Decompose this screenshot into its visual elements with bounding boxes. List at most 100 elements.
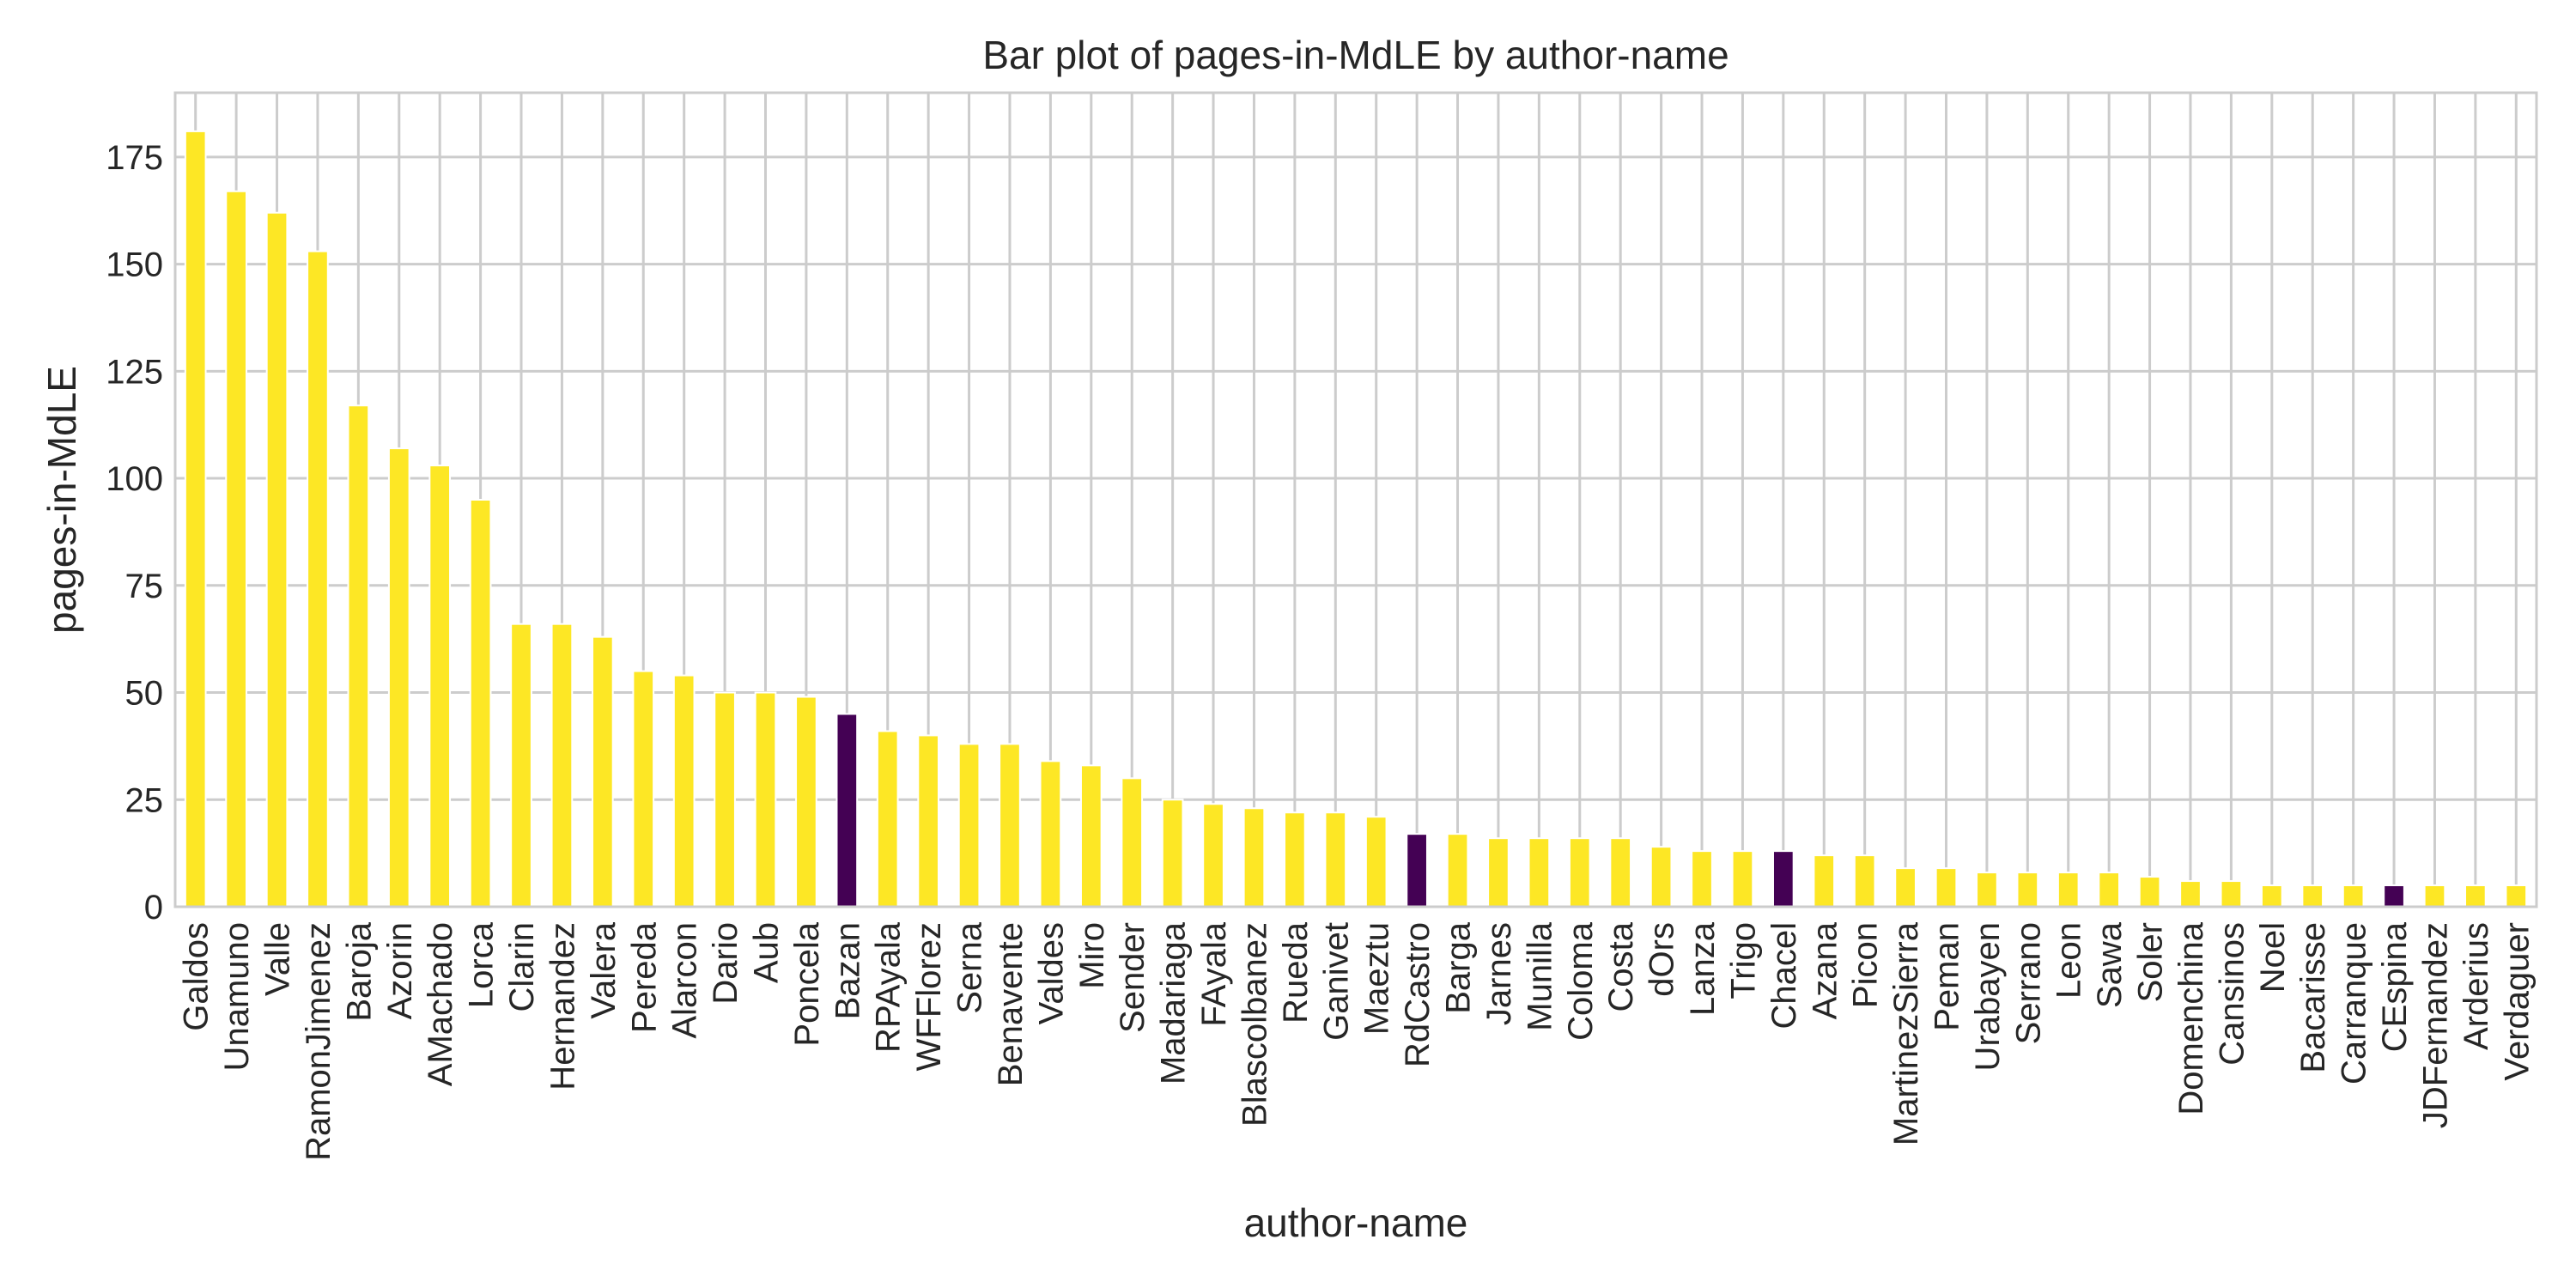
bar-Carranque <box>2342 884 2365 908</box>
y-tick-label: 75 <box>125 568 164 605</box>
x-tick-label: Noel <box>2254 922 2292 993</box>
bar-Serna <box>957 743 981 908</box>
bar-Lanza <box>1691 850 1713 908</box>
y-tick-label: 0 <box>144 889 163 927</box>
x-tick-label: Bacarisse <box>2294 922 2332 1073</box>
bar-Leon <box>2057 872 2080 908</box>
bar-Pereda <box>632 670 655 908</box>
bar-Sawa <box>2098 872 2121 908</box>
x-tick-label: Sawa <box>2091 921 2129 1008</box>
bar-WFFlorez <box>917 734 940 908</box>
bar-AMachado <box>428 465 452 908</box>
bar-Madariaga <box>1161 799 1184 908</box>
bar-Clarin <box>510 623 532 908</box>
y-tick-label: 50 <box>125 675 164 713</box>
chart-title: Bar plot of pages-in-MdLE by author-name <box>982 33 1728 77</box>
x-tick-label: Munilla <box>1521 921 1558 1030</box>
x-tick-label: Coloma <box>1562 921 1600 1041</box>
x-tick-label: Bazan <box>829 922 866 1019</box>
bar-dOrs <box>1649 846 1673 908</box>
x-tick-label: Hernandez <box>544 922 581 1091</box>
x-tick-label: Unamuno <box>218 922 256 1071</box>
bar-Ganivet <box>1324 811 1347 908</box>
y-axis-label: pages-in-MdLE <box>39 366 84 634</box>
x-tick-label: RdCastro <box>1399 922 1437 1067</box>
bar-Unamuno <box>225 190 247 908</box>
x-tick-label: RPAyala <box>870 921 908 1053</box>
x-tick-label: WFFlorez <box>910 922 948 1071</box>
x-tick-label: Baroja <box>340 921 378 1021</box>
x-tick-label: Blascolbanez <box>1236 922 1273 1127</box>
bar-Picon <box>1853 854 1876 908</box>
bar-Serrano <box>2016 872 2039 908</box>
bar-Valera <box>591 635 614 908</box>
x-tick-label: Pereda <box>625 921 663 1033</box>
x-tick-label: Barga <box>1440 921 1478 1013</box>
x-axis-label: author-name <box>1244 1200 1468 1245</box>
x-axis-ticks: Galdos Unamuno Valle RamonJimenez Baroja Azor… <box>178 921 2537 1161</box>
bar-Aub <box>754 691 777 908</box>
bar-Munilla <box>1528 837 1551 908</box>
x-tick-label: Ganivet <box>1317 922 1355 1041</box>
x-tick-label: Valdes <box>1032 922 1070 1024</box>
y-tick-label: 100 <box>106 460 163 498</box>
bar-Valle <box>265 211 289 908</box>
bar-Poncela <box>795 696 817 908</box>
x-tick-label: Galdos <box>178 922 216 1031</box>
y-tick-label: 25 <box>125 781 164 819</box>
x-tick-label: Serrano <box>2009 922 2047 1044</box>
x-tick-label: Sender <box>1114 922 1151 1033</box>
x-tick-label: Benavente <box>992 922 1030 1086</box>
x-tick-label: MartinezSierra <box>1887 921 1925 1145</box>
bar-Arderius <box>2464 884 2487 908</box>
x-tick-label: Trigo <box>1724 922 1762 999</box>
x-tick-label: Costa <box>1602 921 1640 1012</box>
bar-Verdaguer <box>2505 884 2528 908</box>
x-tick-label: Lorca <box>463 921 501 1008</box>
x-tick-label: Poncela <box>788 921 826 1046</box>
bar-Hernandez <box>550 623 574 908</box>
bar-RamonJimenez <box>307 250 329 908</box>
x-tick-label: Madariaga <box>1155 921 1193 1084</box>
bar-Costa <box>1609 837 1632 908</box>
bar-Coloma <box>1568 837 1591 908</box>
x-tick-label: JDFernandez <box>2416 922 2454 1128</box>
bar-Lorca <box>469 499 492 908</box>
x-tick-label: Maeztu <box>1358 922 1396 1035</box>
x-tick-label: Lanza <box>1684 921 1722 1016</box>
bar-Benavente <box>999 743 1021 908</box>
bar-Peman <box>1935 867 1958 908</box>
x-tick-label: Chacel <box>1765 922 1803 1030</box>
x-tick-label: Soler <box>2132 922 2170 1002</box>
x-tick-label: AMachado <box>422 922 459 1086</box>
x-tick-label: RamonJimenez <box>300 922 337 1161</box>
x-tick-label: CEspina <box>2376 921 2414 1052</box>
x-tick-label: Verdaguer <box>2498 922 2536 1081</box>
bar-Noel <box>2260 884 2283 908</box>
x-tick-label: Picon <box>1847 922 1885 1008</box>
x-tick-label: Cansinos <box>2213 922 2251 1066</box>
y-tick-label: 175 <box>106 139 163 177</box>
x-tick-label: Jarnes <box>1480 922 1518 1025</box>
x-tick-label: Miro <box>1073 922 1111 989</box>
bar-Azana <box>1813 854 1836 908</box>
y-axis-ticks: 0 25 50 75 100 125 150 175 <box>106 139 163 927</box>
bar-Valdes <box>1039 760 1062 908</box>
x-tick-label: Aub <box>748 922 786 983</box>
bar-Baroja <box>347 404 370 908</box>
bar-Bacarisse <box>2301 884 2324 908</box>
x-tick-label: Azana <box>1806 921 1844 1019</box>
x-tick-label: Rueda <box>1277 921 1315 1024</box>
bar-Soler <box>2138 876 2161 908</box>
bar-Dario <box>714 691 736 908</box>
x-tick-label: Leon <box>2050 922 2088 999</box>
x-tick-label: Urabayen <box>1969 922 2007 1071</box>
bar-Cansinos <box>2220 880 2243 908</box>
bar-Domenchina <box>2179 880 2202 908</box>
x-tick-label: Domenchina <box>2172 921 2210 1115</box>
x-tick-label: FAyala <box>1195 921 1233 1026</box>
x-tick-label: dOrs <box>1643 922 1681 997</box>
x-tick-label: Clarin <box>503 922 541 1012</box>
x-tick-label: Peman <box>1929 922 1966 1031</box>
